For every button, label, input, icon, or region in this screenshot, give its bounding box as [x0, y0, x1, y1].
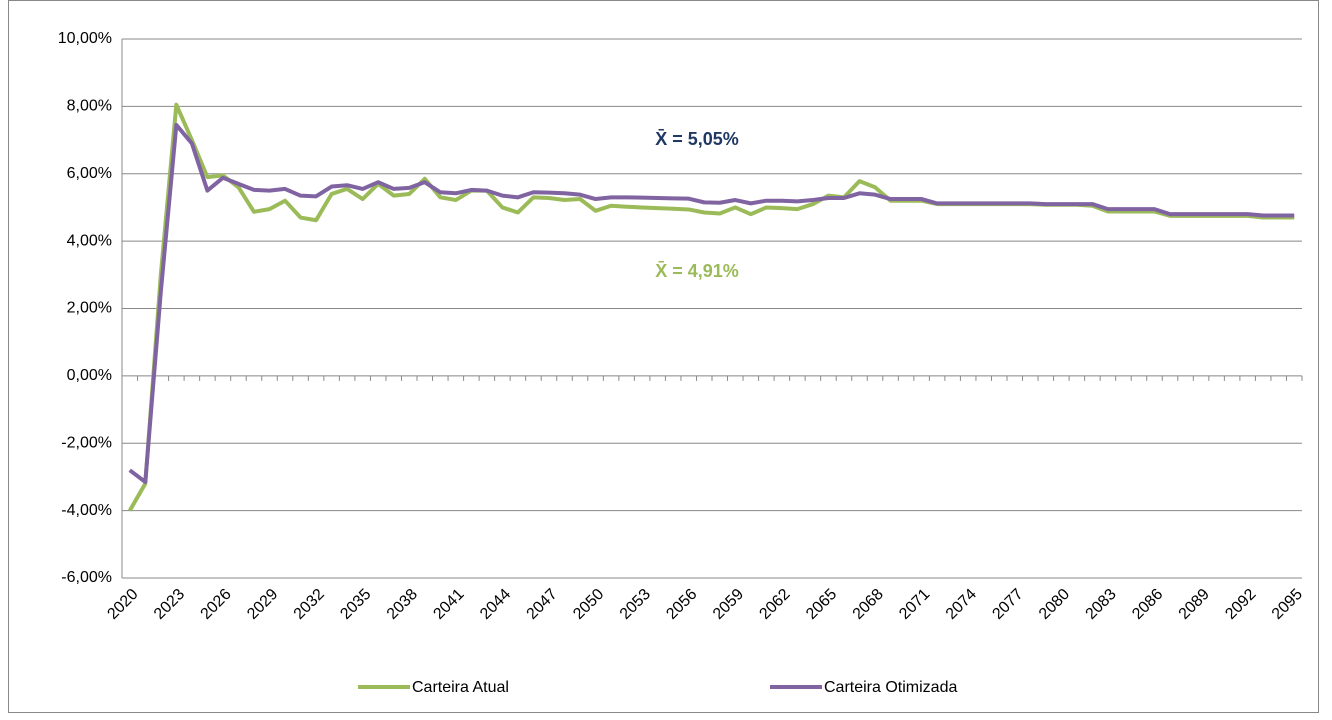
x-tick-label: 2065: [803, 586, 840, 623]
x-tick-label: 2035: [337, 586, 374, 623]
x-tick-label: 2053: [617, 586, 654, 623]
chart-frame: [8, 0, 1319, 713]
y-tick-label: 2,00%: [67, 300, 112, 317]
x-tick-label: 2020: [104, 586, 141, 623]
x-tick-label: 2083: [1083, 586, 1120, 623]
x-tick-label: 2038: [384, 586, 421, 623]
x-tick-label: 2023: [151, 586, 188, 623]
x-tick-label: 2080: [1036, 586, 1073, 623]
y-tick-label: 0,00%: [67, 367, 112, 384]
x-tick-label: 2074: [943, 586, 980, 623]
x-tick-label: 2095: [1269, 586, 1306, 623]
x-tick-label: 2092: [1222, 586, 1259, 623]
y-tick-label: 6,00%: [67, 165, 112, 182]
y-tick-label: 8,00%: [67, 98, 112, 115]
y-tick-label: 4,00%: [67, 232, 112, 249]
legend-label: Carteira Otimizada: [824, 679, 957, 696]
x-tick-label: 2026: [198, 586, 235, 623]
x-tick-label: 2050: [570, 586, 607, 623]
x-tick-label: 2032: [291, 586, 328, 623]
annotation: X̄ = 5,05%: [655, 129, 739, 149]
x-tick-label: 2071: [896, 586, 933, 623]
y-tick-label: -4,00%: [61, 502, 112, 519]
legend-label: Carteira Atual: [412, 679, 509, 696]
x-tick-label: 2059: [710, 586, 747, 623]
y-tick-label: 10,00%: [58, 30, 112, 47]
x-tick-label: 2044: [477, 586, 514, 623]
y-tick-label: -2,00%: [61, 434, 112, 451]
x-tick-label: 2047: [524, 586, 561, 623]
series-line: [128, 122, 1295, 484]
x-tick-label: 2086: [1129, 586, 1166, 623]
x-tick-label: 2068: [850, 586, 887, 623]
x-tick-label: 2056: [663, 586, 700, 623]
series-line: [128, 102, 1295, 512]
x-tick-label: 2041: [430, 586, 467, 623]
y-tick-label: -6,00%: [61, 569, 112, 586]
x-tick-label: 2089: [1176, 586, 1213, 623]
annotation: X̄ = 4,91%: [655, 261, 739, 281]
x-tick-label: 2062: [756, 586, 793, 623]
x-tick-label: 2029: [244, 586, 281, 623]
x-tick-label: 2077: [989, 586, 1026, 623]
